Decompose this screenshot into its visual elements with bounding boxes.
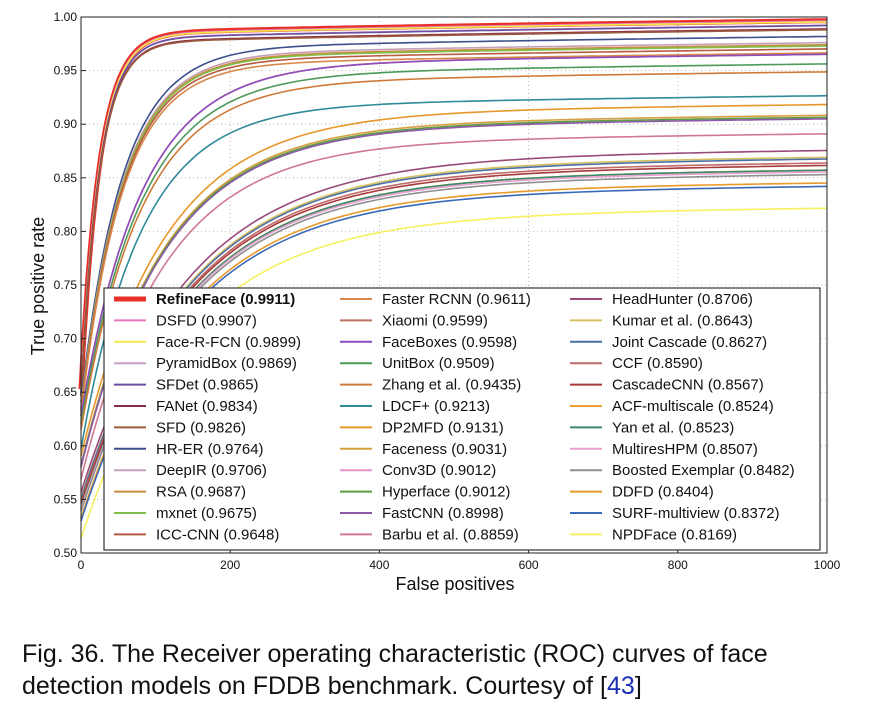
- series-line-8: [80, 35, 828, 402]
- legend-label: SFD (0.9826): [156, 419, 246, 436]
- legend-label: Xiaomi (0.9599): [382, 312, 488, 329]
- x-axis-label: False positives: [395, 574, 514, 594]
- legend-label: mxnet (0.9675): [156, 505, 257, 522]
- legend-label: DDFD (0.8404): [612, 484, 714, 501]
- series-line-13: [80, 52, 828, 415]
- legend-label: Barbu et al. (0.8859): [382, 526, 519, 543]
- series-line-5: [80, 24, 828, 394]
- legend-label: UnitBox (0.9509): [382, 355, 495, 372]
- legend-label: FastCNN (0.8998): [382, 505, 504, 522]
- y-tick-label: 0.80: [54, 224, 78, 238]
- legend: RefineFace (0.9911) DSFD (0.9907) Face-R-F…: [103, 287, 821, 551]
- legend-label: DeepIR (0.9706): [156, 462, 267, 479]
- legend-label: Boosted Exemplar (0.8482): [612, 462, 795, 479]
- legend-box: [103, 287, 821, 551]
- y-tick-label: 0.65: [54, 385, 78, 399]
- series-line-3: [80, 21, 828, 391]
- legend-label: FaceBoxes (0.9598): [382, 334, 517, 351]
- legend-label: ICC-CNN (0.9648): [156, 526, 279, 543]
- y-tick-label: 0.95: [54, 64, 78, 78]
- legend-label: Joint Cascade (0.8627): [612, 334, 767, 351]
- legend-label: Faster RCNN (0.9611): [382, 291, 531, 308]
- legend-label: CCF (0.8590): [612, 355, 703, 372]
- roc-curves: [78, 18, 828, 539]
- legend-label: ACF-multiscale (0.8524): [612, 398, 774, 415]
- roc-chart: 0 200 400 600 800 1000 0.50 0.55 0.60 0.65 0.70 0.7…: [28, 10, 841, 594]
- legend-label: NPDFace (0.8169): [612, 526, 737, 543]
- legend-label: SURF-multiview (0.8372): [612, 505, 780, 522]
- x-tick-label: 0: [78, 558, 85, 572]
- y-tick-label: 0.60: [54, 439, 78, 453]
- legend-label: Yan et al. (0.8523): [612, 419, 734, 436]
- legend-label: SFDet (0.9865): [156, 377, 259, 394]
- series-line-16: [80, 63, 828, 424]
- legend-label: Hyperface (0.9012): [382, 484, 510, 501]
- caption-text: Fig. 36. The Receiver operating characte…: [22, 640, 768, 700]
- y-tick-label: 0.85: [54, 171, 78, 185]
- y-tick-label: 0.70: [54, 332, 78, 346]
- legend-label: RSA (0.9687): [156, 484, 246, 501]
- y-tick-label: 0.90: [54, 117, 78, 131]
- x-tick-label: 1000: [814, 558, 841, 572]
- legend-label: Face-R-FCN (0.9899): [156, 334, 301, 351]
- axes: 0 200 400 600 800 1000 0.50 0.55 0.60 0.65 0.70 0.7…: [54, 10, 841, 572]
- legend-label: RefineFace (0.9911): [156, 291, 295, 308]
- legend-label: Kumar et al. (0.8643): [612, 312, 753, 329]
- x-tick-label: 400: [369, 558, 389, 572]
- y-tick-label: 0.55: [54, 492, 78, 506]
- legend-label: DP2MFD (0.9131): [382, 419, 504, 436]
- series-line-12: [80, 48, 828, 412]
- y-tick-label: 0.75: [54, 278, 78, 292]
- legend-label: HeadHunter (0.8706): [612, 291, 753, 308]
- x-tick-label: 200: [220, 558, 240, 572]
- legend-label: MultiresHPM (0.8507): [612, 441, 758, 458]
- legend-label: LDCF+ (0.9213): [382, 398, 490, 415]
- figure-caption: Fig. 36. The Receiver operating characte…: [22, 638, 862, 702]
- y-axis-label: True positive rate: [28, 217, 48, 355]
- series-line-15: [80, 53, 828, 417]
- legend-label: FANet (0.9834): [156, 398, 258, 415]
- caption-reference[interactable]: 43: [607, 672, 635, 700]
- x-tick-label: 800: [668, 558, 688, 572]
- caption-close: ]: [634, 672, 642, 700]
- legend-label: Faceness (0.9031): [382, 441, 507, 458]
- series-line-7: [80, 29, 828, 397]
- legend-label: Zhang et al. (0.9435): [382, 377, 521, 394]
- legend-label: PyramidBox (0.9869): [156, 355, 297, 372]
- legend-label: DSFD (0.9907): [156, 312, 257, 329]
- legend-label: CascadeCNN (0.8567): [612, 377, 764, 394]
- legend-label: Conv3D (0.9012): [382, 462, 496, 479]
- x-tick-label: 600: [519, 558, 539, 572]
- legend-label: HR-ER (0.9764): [156, 441, 264, 458]
- y-tick-label: 1.00: [54, 10, 78, 24]
- y-tick-label: 0.50: [54, 546, 78, 560]
